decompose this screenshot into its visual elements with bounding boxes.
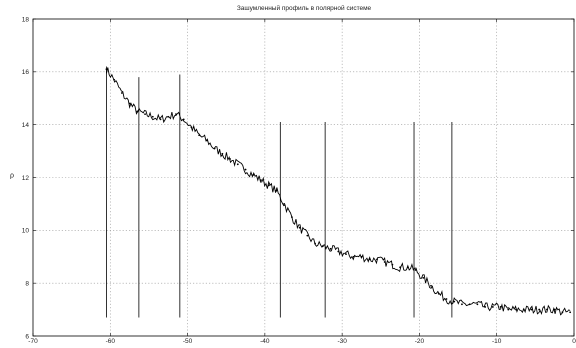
data-point	[546, 308, 548, 311]
data-point	[128, 102, 131, 105]
data-point	[236, 163, 239, 166]
y-axis-label: ρ	[10, 173, 14, 180]
data-point	[337, 250, 340, 253]
y-tick-label: 6	[25, 333, 29, 340]
data-point	[522, 308, 525, 311]
data-point	[120, 92, 123, 94]
data-point	[306, 234, 309, 237]
data-point	[345, 253, 347, 256]
y-tick-label: 12	[22, 175, 30, 182]
x-tick-label: -20	[415, 338, 425, 343]
data-point	[376, 258, 378, 261]
data-point	[352, 255, 355, 258]
data-point	[291, 216, 293, 219]
grid	[33, 19, 574, 336]
x-tick-label: -10	[492, 338, 502, 343]
x-axis-ticks: -70 -60 -50 -40 -30 -20 -10 0	[28, 19, 576, 345]
data-point	[136, 110, 139, 113]
data-point	[283, 203, 286, 205]
data-point	[453, 300, 456, 303]
data-point	[569, 311, 572, 314]
data-point	[530, 308, 533, 311]
data-point	[484, 306, 487, 308]
data-point	[221, 152, 224, 155]
x-tick-label: -50	[183, 338, 193, 343]
data-point	[360, 255, 363, 258]
data-point	[113, 78, 116, 81]
x-tick-label: -30	[337, 338, 347, 343]
x-tick-label: 0	[572, 338, 576, 343]
data-point	[144, 113, 146, 115]
data-point	[244, 168, 247, 171]
data-point	[561, 311, 564, 314]
y-tick-label: 10	[22, 228, 30, 235]
data-point	[437, 292, 440, 295]
x-tick-label: -70	[28, 338, 38, 343]
data-point	[252, 173, 255, 176]
data-point	[430, 284, 432, 287]
data-point	[461, 303, 463, 306]
y-tick-label: 14	[22, 122, 30, 129]
data-point	[182, 118, 185, 121]
data-point	[476, 303, 479, 306]
y-tick-label: 18	[22, 16, 30, 23]
data-point	[499, 306, 502, 308]
data-point	[151, 115, 154, 118]
data-point	[329, 247, 332, 250]
data-point	[105, 68, 108, 71]
y-axis-ticks: 6 8 10 12 14 16 18	[22, 16, 574, 340]
data-point	[205, 139, 208, 142]
data-point	[213, 147, 216, 150]
data-point	[267, 184, 270, 187]
data-point	[468, 303, 471, 306]
data-point	[298, 226, 301, 229]
x-tick-label: -60	[106, 338, 116, 343]
data-point	[515, 308, 517, 311]
data-point	[229, 158, 231, 160]
y-tick-label: 8	[25, 280, 29, 287]
data-point	[314, 242, 316, 245]
data-point	[175, 113, 177, 115]
series-line	[105, 67, 571, 316]
data-point	[406, 266, 409, 269]
data-point	[538, 308, 541, 311]
x-tick-label: -40	[260, 338, 270, 343]
chart-title: Зашумленный профиль в полярной системе	[237, 4, 372, 12]
data-point	[422, 276, 425, 279]
data-point	[275, 189, 278, 192]
data-point	[399, 266, 402, 269]
data-point	[383, 261, 386, 263]
data-point	[445, 298, 448, 300]
data-point	[321, 245, 324, 248]
data-point	[368, 258, 371, 261]
data-point	[553, 308, 556, 311]
data-point	[414, 269, 417, 271]
data-point	[507, 308, 510, 311]
data-point	[260, 179, 262, 182]
data-point	[159, 118, 162, 121]
data-point	[167, 115, 170, 118]
data-point	[391, 263, 394, 266]
y-tick-label: 16	[22, 69, 30, 76]
data-point	[491, 306, 494, 308]
data-point	[198, 134, 201, 137]
series-group	[105, 67, 572, 316]
data-point	[190, 126, 193, 129]
